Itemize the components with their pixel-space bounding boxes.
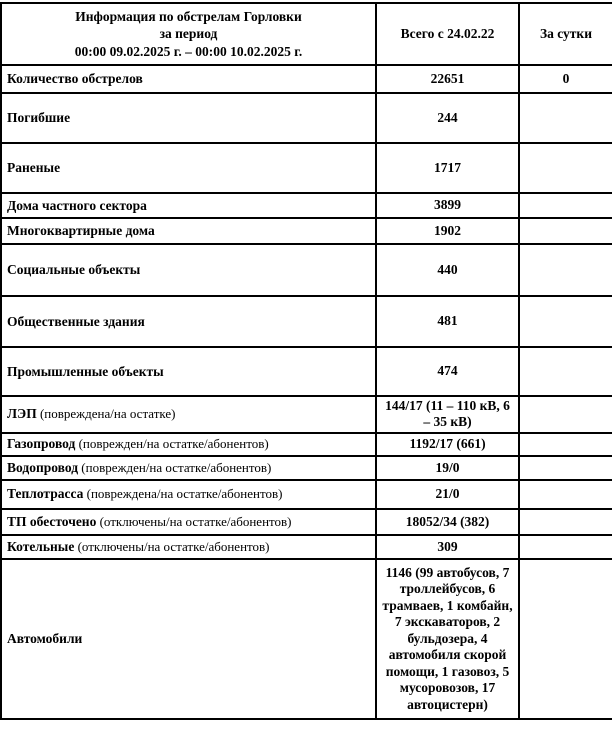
row-daily-value	[518, 217, 612, 245]
row-label-cell: Социальные объекты	[0, 243, 377, 297]
header-title-cell: Информация по обстрелам Горловки за пери…	[0, 2, 377, 66]
row-label-cell: Количество обстрелов	[0, 64, 377, 94]
row-total-value: 244	[375, 92, 520, 144]
row-label: Котельные	[7, 538, 75, 554]
row-label-cell: Дома частного сектора	[0, 192, 377, 219]
row-daily-value	[518, 395, 612, 434]
row-label: Водопровод	[7, 459, 79, 475]
table-body: Количество обстрелов 22651 0 Погибшие 244 Ран…	[0, 64, 612, 720]
table-row: Социальные объекты 440	[0, 243, 612, 297]
table-row: Раненые 1717	[0, 142, 612, 194]
row-label: ТП обесточено	[7, 513, 97, 529]
table-row: Погибшие 244	[0, 92, 612, 144]
row-daily-value	[518, 478, 612, 510]
table-row: Количество обстрелов 22651 0	[0, 64, 612, 94]
row-label: Раненые	[7, 160, 61, 175]
header-title-line-3: 00:00 09.02.2025 г. – 00:00 10.02.2025 г…	[74, 43, 303, 59]
row-daily-value	[518, 557, 612, 720]
row-total-value: 481	[375, 295, 520, 348]
table-row: Многоквартирные дома 1902	[0, 217, 612, 245]
row-label: Промышленные объекты	[7, 363, 164, 379]
row-label-note: (отключены/на остатке/абонентов)	[96, 513, 292, 529]
header-title-line-1: Информация по обстрелам Горловки	[75, 8, 302, 24]
header-row: Информация по обстрелам Горловки за пери…	[0, 2, 612, 66]
row-daily-value	[518, 346, 612, 397]
row-label-cell: Водопровод (поврежден/на остатке/абонент…	[0, 454, 377, 481]
row-daily-value	[518, 295, 612, 348]
row-daily-value	[518, 454, 612, 481]
row-label-note: (повреждена/на остатке)	[36, 406, 176, 422]
table-row: Дома частного сектора 3899	[0, 192, 612, 219]
row-daily-value	[518, 92, 612, 144]
row-total-value: 22651	[375, 64, 520, 94]
row-label-cell: Многоквартирные дома	[0, 217, 377, 245]
row-label: ЛЭП	[7, 406, 37, 422]
header-title-line-2: за период	[159, 26, 218, 42]
table-row: Промышленные объекты 474	[0, 346, 612, 397]
table-row: Автомобили 1146 (99 автобусов, 7 троллейб…	[0, 557, 612, 720]
row-label-note: (поврежден/на остатке/абонентов)	[75, 436, 269, 452]
row-label-cell: Общественные здания	[0, 295, 377, 348]
row-total-value: 144/17 (11 – 110 кВ, 6 – 35 кВ)	[375, 395, 520, 434]
row-total-value: 309	[375, 533, 520, 560]
row-label-cell: Теплотрасса (повреждена/на остатке/абоне…	[0, 478, 377, 510]
row-total-value: 21/0	[375, 478, 520, 510]
row-daily-value	[518, 533, 612, 560]
row-label: Многоквартирные дома	[7, 223, 155, 238]
row-label-cell: Раненые	[0, 142, 377, 194]
row-label-note: (отключены/на остатке/абонентов)	[74, 538, 270, 554]
row-daily-value: 0	[518, 64, 612, 94]
row-label-cell: Автомобили	[0, 557, 377, 720]
row-label: Теплотрасса	[7, 486, 84, 502]
row-label: Дома частного сектора	[7, 197, 147, 213]
row-total-value: 3899	[375, 192, 520, 219]
row-label-note: (повреждена/на остатке/абонентов)	[83, 486, 283, 502]
row-daily-value	[518, 192, 612, 219]
row-total-value: 19/0	[375, 454, 520, 481]
table-row: Теплотрасса (повреждена/на остатке/абоне…	[0, 478, 612, 510]
row-label: Социальные объекты	[7, 262, 141, 277]
row-label: Газопровод	[7, 436, 76, 452]
row-label-cell: Погибшие	[0, 92, 377, 144]
table-row: Общественные здания 481	[0, 295, 612, 348]
row-daily-value	[518, 243, 612, 297]
table-row: ЛЭП (повреждена/на остатке) 144/17 (11 – …	[0, 395, 612, 434]
row-label-cell: Котельные (отключены/на остатке/абоненто…	[0, 533, 377, 560]
row-total-value: 1717	[375, 142, 520, 194]
table-row: ТП обесточено (отключены/на остатке/абон…	[0, 507, 612, 536]
row-label: Автомобили	[7, 630, 83, 646]
row-daily-value	[518, 507, 612, 536]
header-daily-column: За сутки	[518, 2, 612, 66]
row-label-cell: ТП обесточено (отключены/на остатке/абон…	[0, 507, 377, 536]
row-label-cell: ЛЭП (повреждена/на остатке)	[0, 395, 377, 434]
row-label: Общественные здания	[7, 313, 145, 329]
table-row: Газопровод (поврежден/на остатке/абонент…	[0, 431, 612, 457]
row-total-value: 1192/17 (661)	[375, 431, 520, 457]
row-daily-value	[518, 142, 612, 194]
row-total-value: 1902	[375, 217, 520, 245]
table-row: Водопровод (поврежден/на остатке/абонент…	[0, 454, 612, 481]
row-total-value: 1146 (99 автобусов, 7 троллейбусов, 6 тр…	[375, 557, 520, 720]
table-row: Котельные (отключены/на остатке/абоненто…	[0, 533, 612, 560]
header-total-column: Всего с 24.02.22	[375, 2, 520, 66]
row-label: Погибшие	[7, 110, 71, 125]
row-label-cell: Промышленные объекты	[0, 346, 377, 397]
row-total-value: 440	[375, 243, 520, 297]
row-daily-value	[518, 431, 612, 457]
row-label-cell: Газопровод (поврежден/на остатке/абонент…	[0, 431, 377, 457]
row-label: Количество обстрелов	[7, 71, 143, 86]
table-header: Информация по обстрелам Горловки за пери…	[0, 2, 612, 66]
row-total-value: 18052/34 (382)	[375, 507, 520, 536]
row-total-value: 474	[375, 346, 520, 397]
row-label-note: (поврежден/на остатке/абонентов)	[78, 459, 272, 475]
